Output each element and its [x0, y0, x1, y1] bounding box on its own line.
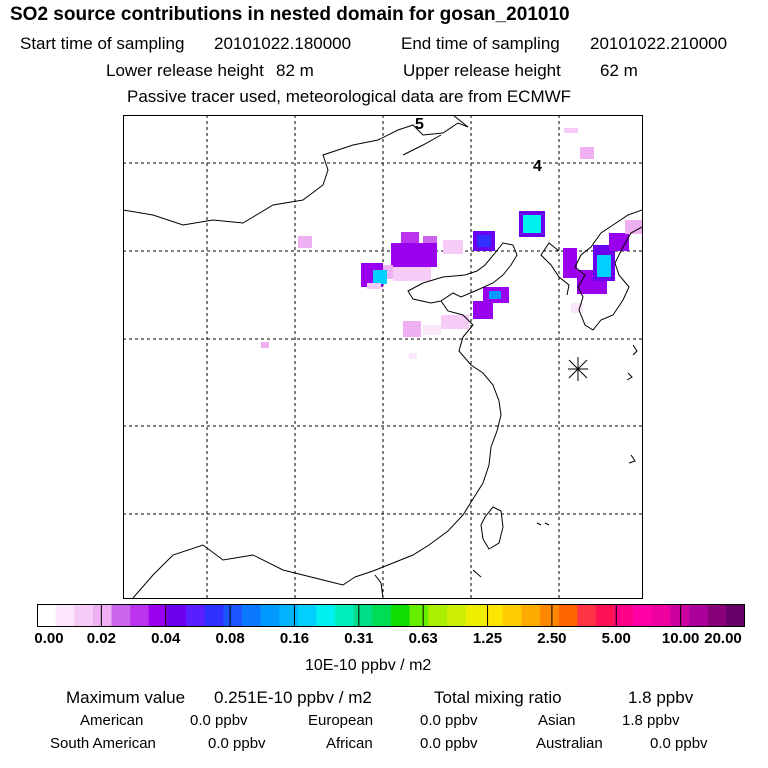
- colorbar-cell: [707, 604, 727, 627]
- colorbar-tick-label: 0.08: [215, 630, 245, 647]
- start-time-value: 20101022.180000: [214, 34, 352, 53]
- region-australian-value: 0.0 ppbv: [650, 735, 708, 752]
- colorbar-units: 10E-10 ppbv / m2: [305, 657, 432, 674]
- colorbar-cell: [614, 604, 634, 627]
- lower-release-label: Lower release height: [106, 61, 264, 80]
- asterisk-receptor-icon: [568, 357, 588, 381]
- end-time-label: End time of sampling: [401, 34, 560, 53]
- colorbar-cell: [167, 604, 187, 627]
- colorbar-cell: [372, 604, 392, 627]
- start-time-label: Start time of sampling: [20, 34, 185, 53]
- region-american-name: American: [80, 712, 144, 729]
- colorbar: [37, 604, 745, 627]
- colorbar-cell: [74, 604, 94, 627]
- colorbar-tick-label: 2.50: [537, 630, 567, 647]
- colorbar-cell: [465, 604, 485, 627]
- colorbar-cell: [353, 604, 373, 627]
- colorbar-cell: [689, 604, 709, 627]
- colorbar-tick-label: 0.31: [344, 630, 374, 647]
- colorbar-cell: [409, 604, 429, 627]
- region-south-american-value: 0.0 ppbv: [208, 735, 266, 752]
- colorbar-tick-label: 0.63: [408, 630, 438, 647]
- upper-release-label: Upper release height: [403, 61, 561, 80]
- upper-release-value: 62 m: [600, 61, 638, 80]
- colorbar-tick-label: 0.16: [279, 630, 310, 647]
- colorbar-cell: [391, 604, 410, 627]
- region-south-american-name: South American: [50, 735, 156, 752]
- colorbar-cell: [595, 604, 615, 627]
- colorbar-tick-label: 0.00: [34, 630, 64, 647]
- colorbar-cell: [241, 604, 261, 627]
- colorbar-cell: [540, 604, 559, 627]
- max-value: 0.251E-10 ppbv / m2: [214, 688, 372, 707]
- colorbar-tick-label: 20.00: [704, 630, 742, 647]
- region-african-name: African: [326, 735, 373, 752]
- so2-plume: [261, 128, 642, 359]
- region-australian-name: Australian: [536, 735, 603, 752]
- region-african-value: 0.0 ppbv: [420, 735, 478, 752]
- total-mixing-label: Total mixing ratio: [434, 688, 562, 707]
- colorbar-cell: [726, 604, 745, 627]
- colorbar-tick-label: 0.04: [151, 630, 181, 647]
- colorbar-cell: [111, 604, 131, 627]
- day-label-4: 4: [533, 158, 542, 175]
- colorbar-cell: [260, 604, 280, 627]
- colorbar-cell: [521, 604, 541, 627]
- region-american-value: 0.0 ppbv: [190, 712, 248, 729]
- colorbar-cell: [186, 604, 205, 627]
- colorbar-cell: [502, 604, 522, 627]
- colorbar-cell: [446, 604, 466, 627]
- map-frame: [123, 115, 643, 599]
- colorbar-cell: [633, 604, 653, 627]
- colorbar-cell: [223, 604, 243, 627]
- colorbar-cell: [577, 604, 597, 627]
- region-european-name: European: [308, 712, 374, 729]
- map-panel: 5 4: [123, 115, 643, 599]
- colorbar-cell: [297, 604, 317, 627]
- day-label-5: 5: [415, 116, 424, 133]
- colorbar-cell: [428, 604, 448, 627]
- colorbar-tick-label: 1.25: [472, 630, 503, 647]
- total-mixing-value: 1.8 ppbv: [628, 688, 694, 707]
- colorbar-cell: [558, 604, 578, 627]
- tracer-note: Passive tracer used, meteorological data…: [127, 87, 572, 106]
- map-gridlines: [123, 115, 642, 598]
- colorbar-cells: [37, 604, 745, 627]
- coastlines: [123, 115, 642, 598]
- colorbar-cell: [204, 604, 224, 627]
- colorbar-cell: [279, 604, 299, 627]
- end-time-value: 20101022.210000: [590, 34, 728, 53]
- colorbar-tick-label: 5.00: [601, 630, 631, 647]
- region-asian-value: 1.8 ppbv: [622, 712, 680, 729]
- colorbar-cell: [316, 604, 336, 627]
- colorbar-cell: [484, 604, 504, 627]
- plot-title: SO2 source contributions in nested domai…: [10, 4, 570, 25]
- colorbar-tick-label: 0.02: [86, 630, 116, 647]
- region-asian-name: Asian: [538, 712, 576, 729]
- region-european-value: 0.0 ppbv: [420, 712, 478, 729]
- lower-release-value: 82 m: [276, 61, 314, 80]
- colorbar-cell: [670, 604, 690, 627]
- colorbar-cell: [148, 604, 168, 627]
- colorbar-cell: [130, 604, 150, 627]
- colorbar-cell: [92, 604, 112, 627]
- colorbar-cell: [335, 604, 355, 627]
- colorbar-cell: [651, 604, 671, 627]
- max-value-label: Maximum value: [66, 688, 186, 707]
- colorbar-tick-label: 10.00: [661, 630, 700, 647]
- colorbar-cell: [37, 604, 56, 627]
- colorbar-cell: [55, 604, 75, 627]
